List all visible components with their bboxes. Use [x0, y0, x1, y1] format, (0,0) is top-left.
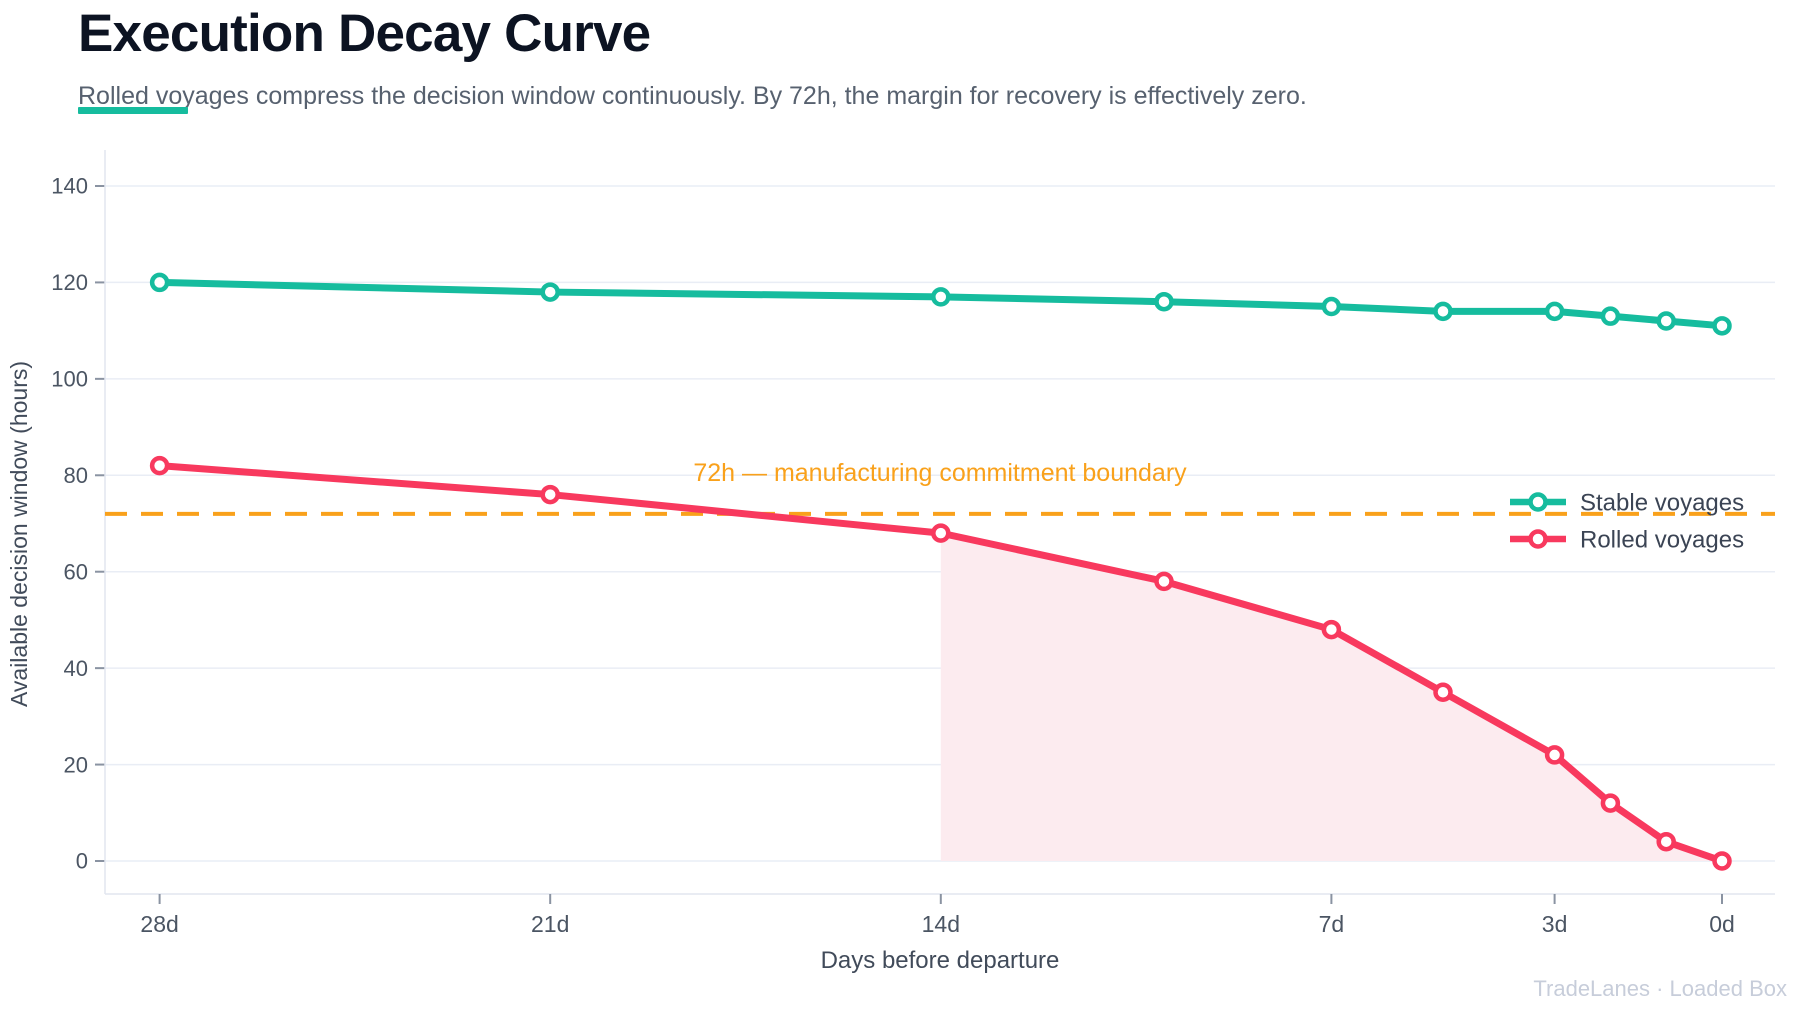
- data-point-14d: [931, 523, 951, 543]
- data-point-7d: [1321, 296, 1342, 317]
- legend-item-stable-voyages[interactable]: Stable voyages: [1510, 489, 1744, 516]
- y-tick-label-120: 120: [51, 270, 88, 295]
- x-axis-title: Days before departure: [821, 947, 1060, 974]
- series-stable-voyages: [149, 272, 1732, 336]
- x-tick-label-21d: 21d: [531, 911, 569, 937]
- watermark-text: TradeLanes · Loaded Box: [1533, 976, 1787, 1001]
- y-tick-label-0: 0: [76, 849, 88, 874]
- data-point-21d: [540, 282, 560, 302]
- data-point-1d: [1656, 831, 1676, 852]
- compressed-window-area: [940, 533, 1722, 861]
- gridlines: 0 20 40 60 80 100 120 140: [51, 174, 1775, 874]
- legend-swatch-marker: [1528, 492, 1548, 512]
- data-point-3d: [1544, 301, 1565, 322]
- x-tick-label-0d: 0d: [1709, 911, 1735, 937]
- legend-swatch-marker: [1528, 529, 1548, 549]
- subtitle-accent-underline: [78, 107, 188, 114]
- y-tick-label-40: 40: [64, 656, 88, 681]
- data-point-7d: [1321, 619, 1342, 640]
- page-title: Execution Decay Curve: [78, 4, 651, 63]
- y-tick-label-140: 140: [51, 174, 88, 199]
- data-point-1d: [1656, 311, 1676, 331]
- legend-label: Rolled voyages: [1580, 526, 1744, 553]
- y-tick-label-20: 20: [64, 752, 88, 777]
- data-point-28d: [149, 272, 170, 293]
- legend: Stable voyages Rolled voyages: [1510, 489, 1744, 553]
- data-point-21d: [540, 484, 560, 505]
- y-axis-title: Available decision window (hours): [6, 361, 32, 707]
- data-point-28d: [149, 455, 170, 476]
- data-point-0d: [1712, 316, 1732, 336]
- y-tick-label-80: 80: [64, 463, 88, 488]
- legend-item-rolled-voyages[interactable]: Rolled voyages: [1510, 526, 1744, 553]
- data-point-10d: [1154, 571, 1174, 592]
- data-point-10d: [1154, 291, 1174, 312]
- data-point-0d: [1712, 851, 1732, 871]
- data-point-2d: [1600, 306, 1621, 326]
- x-tick-label-28d: 28d: [140, 911, 178, 937]
- y-tick-label-100: 100: [51, 367, 88, 392]
- data-point-2d: [1600, 793, 1621, 813]
- legend-label: Stable voyages: [1580, 489, 1744, 516]
- data-point-5d: [1433, 301, 1453, 322]
- y-tick-label-60: 60: [64, 559, 88, 584]
- x-axis-ticks: 28d 21d 14d 7d 3d 0d: [140, 894, 1735, 937]
- x-tick-label-7d: 7d: [1319, 911, 1345, 937]
- series-rolled-voyages: [149, 455, 1732, 871]
- data-point-14d: [931, 287, 951, 307]
- page-subtitle: Rolled voyages compress the decision win…: [78, 82, 1307, 110]
- x-tick-label-14d: 14d: [922, 911, 960, 937]
- commitment-boundary-annotation: 72h — manufacturing commitment boundary: [693, 459, 1187, 487]
- data-point-3d: [1544, 745, 1565, 765]
- data-point-5d: [1433, 682, 1453, 702]
- series-line: [156, 278, 1726, 330]
- x-tick-label-3d: 3d: [1542, 911, 1568, 937]
- series-line: [156, 462, 1726, 865]
